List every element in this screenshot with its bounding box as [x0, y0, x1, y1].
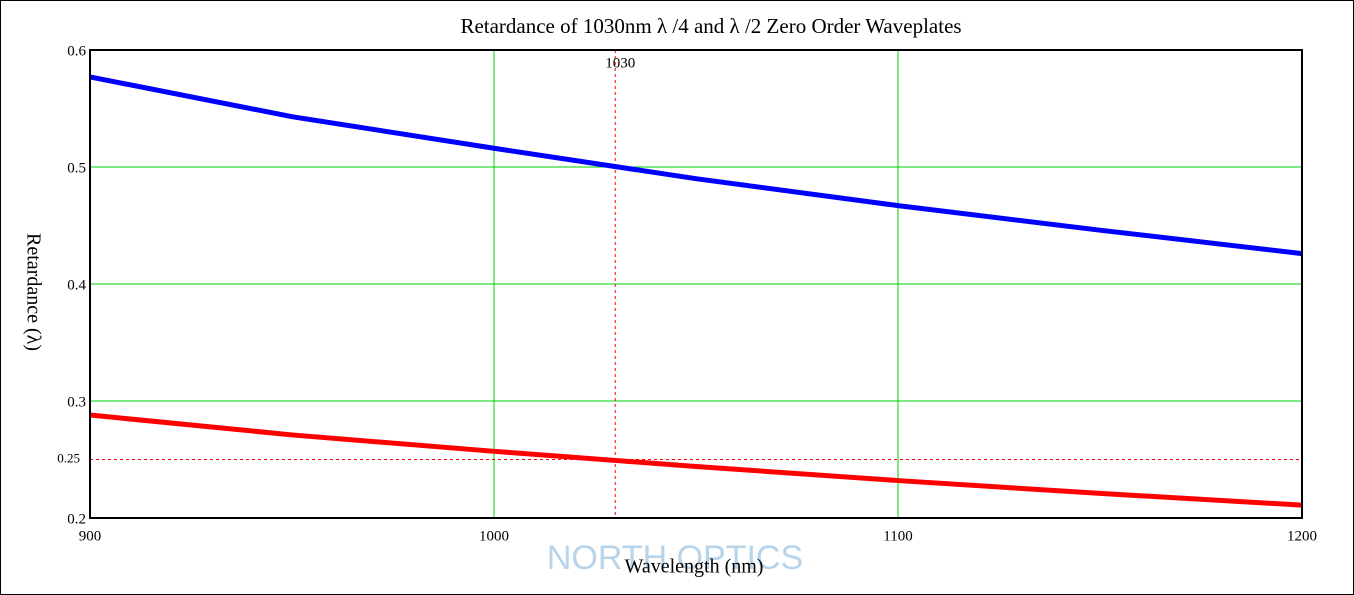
- plot-border: [89, 49, 1303, 519]
- y-tick-label: 0.2: [67, 511, 86, 527]
- y-tick-label: 0.3: [67, 394, 86, 410]
- y-tick-label: 0.5: [67, 160, 86, 176]
- series-line: [89, 74, 1303, 257]
- x-tick-label: 1200: [1287, 528, 1317, 544]
- y-axis-label: Retardance (λ): [22, 233, 44, 351]
- x-tick-label: 1000: [479, 528, 509, 544]
- chart-title: Retardance of 1030nm λ /4 and λ /2 Zero …: [460, 14, 961, 38]
- y-tick-label: 0.6: [67, 43, 86, 59]
- x-tick-label: 900: [79, 528, 102, 544]
- series-line: [89, 412, 1303, 508]
- marker-label: 1030: [605, 55, 635, 71]
- x-axis-label: Wavelength (nm): [625, 556, 764, 578]
- marker-label: 0.25: [57, 450, 80, 465]
- watermark: NORTH OPTICS: [547, 539, 803, 577]
- x-tick-label: 1100: [883, 528, 912, 544]
- y-tick-label: 0.4: [67, 277, 86, 293]
